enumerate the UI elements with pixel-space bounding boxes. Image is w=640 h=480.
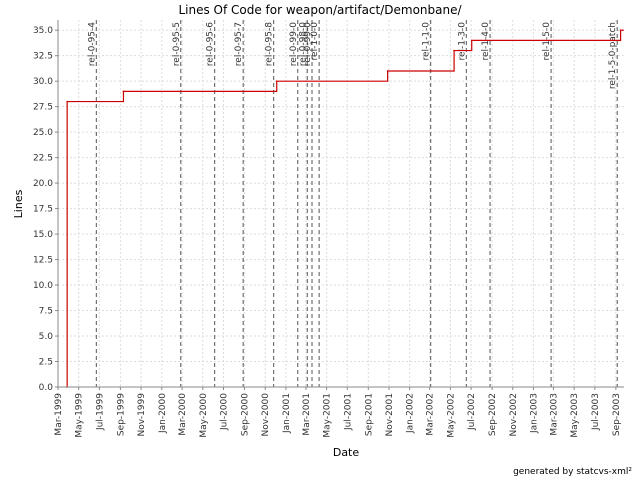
plot-area xyxy=(58,20,624,387)
x-tick-label: Mar-2001 xyxy=(302,393,312,436)
y-axis-label: Lines xyxy=(12,189,25,218)
x-tick-label: Jul-1999 xyxy=(95,393,105,431)
x-axis-label: Date xyxy=(333,446,360,459)
release-marker-label: rel-0-95-4 xyxy=(87,22,97,66)
x-tick-label: Nov-1999 xyxy=(137,393,147,437)
release-marker-label: rel-1-0-0 xyxy=(310,22,320,61)
release-marker-label: rel-0-99-0 xyxy=(289,22,299,66)
y-axis: 0.0 2.5 5.0 7.5 10.0 12.5 15.0 17.5 20.0 22.5 25.0… xyxy=(33,26,58,393)
data-point xyxy=(275,80,278,82)
x-axis: Mar-1999 May-1999 Jul-1999 Sep-1999 Nov-1999… xyxy=(54,387,622,438)
x-tick-label: Jul-2002 xyxy=(467,393,477,431)
y-tick-label: 17.5 xyxy=(33,205,53,215)
y-tick-label: 20.0 xyxy=(33,179,53,189)
y-tick-label: 15.0 xyxy=(33,230,53,240)
x-tick-label: May-2003 xyxy=(570,393,580,438)
y-tick-label: 5.0 xyxy=(39,332,54,342)
x-tick-label: Nov-2001 xyxy=(385,393,395,436)
y-tick-label: 2.5 xyxy=(39,358,53,368)
x-tick-label: Mar-2002 xyxy=(426,393,436,436)
x-tick-label: Mar-2000 xyxy=(178,393,188,436)
x-tick-label: Jan-2002 xyxy=(406,393,416,434)
data-point xyxy=(66,100,68,103)
y-tick-label: 35.0 xyxy=(33,26,53,36)
y-tick-label: 32.5 xyxy=(33,52,53,62)
data-point xyxy=(619,39,622,42)
release-markers: rel-0-95-4 rel-0-95-5 rel-0-95-6 rel-0-95-7… xyxy=(87,20,618,387)
x-tick-label: Jul-2003 xyxy=(591,393,601,431)
x-tick-label: Sep-1999 xyxy=(116,393,126,436)
x-tick-label: Sep-2002 xyxy=(488,393,498,436)
x-tick-label: Sep-2001 xyxy=(364,393,374,436)
x-tick-label: May-1999 xyxy=(75,393,85,438)
x-tick-label: May-2000 xyxy=(199,393,209,438)
x-tick-label: May-2002 xyxy=(446,393,456,438)
release-marker-label: rel-0-99-0 xyxy=(303,22,313,66)
x-tick-label: Jul-2000 xyxy=(219,393,229,431)
data-point xyxy=(122,90,125,93)
release-marker-label: rel-1-1-0 xyxy=(422,22,432,61)
y-tick-label: 7.5 xyxy=(39,307,53,317)
x-tick-label: Jan-2001 xyxy=(282,393,292,434)
release-marker-label: rel-0-95-6 xyxy=(206,22,216,66)
release-marker-label: rel-1-5-0-patch xyxy=(608,22,618,89)
x-tick-label: Nov-2000 xyxy=(261,393,271,437)
x-tick-label: Mar-1999 xyxy=(54,393,64,436)
data-point xyxy=(622,29,624,31)
y-tick-label: 12.5 xyxy=(33,256,53,266)
release-marker-label: rel-1-3-0 xyxy=(457,22,467,61)
release-marker-label: rel-0-95-7 xyxy=(234,22,244,66)
y-tick-label: 25.0 xyxy=(33,128,53,138)
x-tick-label: Sep-2000 xyxy=(241,393,251,436)
data-point xyxy=(386,70,389,72)
x-tick-label: Jan-2003 xyxy=(529,393,539,434)
x-tick-label: Jan-2000 xyxy=(158,393,168,434)
data-point xyxy=(453,49,455,52)
x-tick-label: Mar-2003 xyxy=(549,393,559,436)
x-tick-label: Nov-2002 xyxy=(509,393,519,436)
y-tick-label: 30.0 xyxy=(33,77,53,87)
footer-credit: generated by statcvs-xml² xyxy=(513,467,632,477)
release-marker-label: rel-0-95-8 xyxy=(265,22,275,66)
release-marker-label: rel-1-4-0 xyxy=(481,22,491,61)
data-point xyxy=(619,29,622,31)
release-marker-label: rel-0-98-0 xyxy=(298,22,308,66)
y-tick-label: 27.5 xyxy=(33,103,53,113)
y-tick-label: 0.0 xyxy=(39,383,54,393)
x-tick-label: May-2001 xyxy=(323,393,333,438)
y-tick-label: 10.0 xyxy=(33,281,53,291)
release-marker-label: rel-0-95-5 xyxy=(172,22,182,66)
x-tick-label: Jul-2001 xyxy=(343,393,353,431)
x-tick-label: Sep-2003 xyxy=(612,393,622,436)
y-tick-label: 22.5 xyxy=(33,154,53,164)
data-point xyxy=(470,39,473,42)
chart-title: Lines Of Code for weapon/artifact/Demonb… xyxy=(178,3,462,17)
release-marker-label: rel-1-5-0 xyxy=(542,22,552,61)
